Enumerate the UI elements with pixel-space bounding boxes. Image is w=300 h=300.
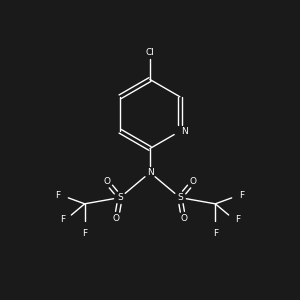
Text: S: S: [117, 193, 123, 202]
Text: O: O: [180, 214, 187, 223]
Text: O: O: [190, 177, 197, 186]
Text: F: F: [82, 229, 87, 238]
Text: F: F: [56, 191, 61, 200]
Text: F: F: [239, 191, 244, 200]
Text: O: O: [113, 214, 120, 223]
Text: N: N: [182, 127, 188, 136]
Text: F: F: [235, 215, 240, 224]
Text: F: F: [60, 215, 65, 224]
Text: O: O: [103, 177, 110, 186]
Text: Cl: Cl: [146, 48, 154, 57]
Text: F: F: [213, 229, 218, 238]
Text: N: N: [147, 168, 153, 177]
Text: S: S: [177, 193, 183, 202]
